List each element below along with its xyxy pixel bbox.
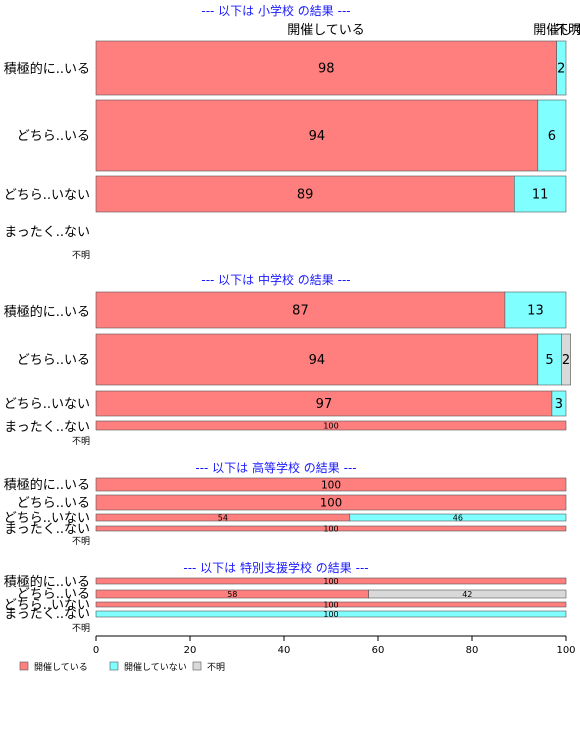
bar-value-label: 100 — [323, 600, 338, 609]
header-label-open: 開催している — [287, 23, 365, 38]
bar-value-label: 58 — [227, 590, 237, 599]
x-axis-tick-label: 60 — [372, 645, 385, 656]
legend-swatch — [109, 661, 119, 671]
legend-label: 不明 — [207, 662, 225, 673]
bar-segment — [95, 610, 567, 618]
bar-value-label: 100 — [323, 577, 338, 586]
bar-value-label: 97 — [316, 397, 333, 412]
category-label: まったく..ない — [4, 607, 90, 622]
bar-segment — [95, 577, 567, 585]
bar-segment — [95, 420, 567, 431]
category-label: 積極的に..いる — [4, 304, 90, 320]
bar-value-label: 6 — [548, 129, 556, 144]
header-label-unknown: 不明 — [555, 23, 580, 38]
category-label: 不明 — [72, 536, 90, 547]
legend-swatch — [192, 661, 202, 671]
category-label: どちら..いない — [4, 188, 90, 203]
category-label: どちら..いない — [4, 511, 90, 526]
bar-value-label: 87 — [292, 304, 309, 319]
category-label: どちら..いる — [17, 496, 90, 511]
category-label: まったく..ない — [4, 522, 90, 537]
panel-title: --- 以下は 特別支援学校 の結果 --- — [183, 560, 368, 575]
legend-label: 開催していない — [124, 661, 187, 673]
panel-title: --- 以下は 小学校 の結果 --- — [201, 3, 350, 18]
bar-value-label: 42 — [462, 590, 472, 599]
bar-segment — [95, 333, 539, 386]
bar-segment — [95, 477, 567, 492]
bar-value-label: 13 — [527, 304, 544, 319]
bar-segment — [349, 513, 567, 522]
bar-value-label: 89 — [297, 188, 314, 203]
bar-value-label: 54 — [218, 513, 228, 522]
bar-segment — [556, 40, 567, 96]
bar-segment — [504, 291, 567, 329]
bar-segment — [551, 390, 567, 417]
category-label: まったく..ない — [4, 420, 90, 435]
category-label: どちら..いない — [4, 598, 90, 613]
bar-segment — [95, 291, 506, 329]
bar-value-label: 100 — [323, 610, 338, 619]
category-label: まったく..ない — [4, 225, 90, 240]
bar-value-label: 100 — [323, 524, 338, 533]
bar-value-label: 98 — [318, 62, 335, 77]
bar-segment — [368, 589, 567, 599]
bar-segment — [95, 494, 567, 511]
bar-value-label: 2 — [557, 62, 565, 77]
panel-title: --- 以下は 高等学校 の結果 --- — [195, 460, 356, 475]
legend-label: 開催している — [34, 661, 88, 673]
bar-value-label: 11 — [532, 188, 549, 203]
bar-segment — [537, 99, 567, 172]
category-label: 積極的に..いる — [4, 477, 90, 493]
category-label: 不明 — [72, 436, 90, 447]
bar-value-label: 94 — [309, 129, 326, 144]
bar-value-label: 100 — [320, 496, 342, 510]
x-axis-tick-label: 100 — [556, 645, 575, 656]
bar-value-label: 2 — [562, 353, 570, 368]
x-axis-tick-label: 20 — [184, 645, 197, 656]
bar-value-label: 3 — [555, 397, 563, 412]
category-label: 不明 — [72, 250, 90, 261]
category-label: どちら..いない — [4, 397, 90, 412]
bar-segment — [95, 525, 567, 532]
bar-value-label: 5 — [545, 353, 553, 368]
category-label: どちら..いる — [17, 129, 90, 144]
x-axis-tick-label: 80 — [466, 645, 479, 656]
category-label: どちら..いる — [17, 353, 90, 368]
bar-value-label: 46 — [453, 513, 463, 522]
x-axis-tick-label: 40 — [278, 645, 291, 656]
legend-swatch — [19, 661, 29, 671]
bar-segment — [560, 333, 571, 386]
bar-segment — [95, 390, 553, 417]
panel-title: --- 以下は 中学校 の結果 --- — [201, 272, 350, 287]
category-label: 積極的に..いる — [4, 574, 90, 590]
category-label: 積極的に..いる — [4, 61, 90, 77]
bar-segment — [95, 601, 567, 608]
category-label: どちら..いる — [17, 587, 90, 602]
bar-value-label: 94 — [309, 353, 326, 368]
category-label: 不明 — [72, 623, 90, 634]
bar-segment — [95, 175, 515, 213]
bar-segment — [513, 175, 567, 213]
x-axis-tick-label: 0 — [93, 645, 99, 656]
bar-value-label: 100 — [321, 479, 341, 491]
bar-value-label: 100 — [323, 420, 338, 430]
header-label-not-open: 開催して — [533, 23, 580, 38]
